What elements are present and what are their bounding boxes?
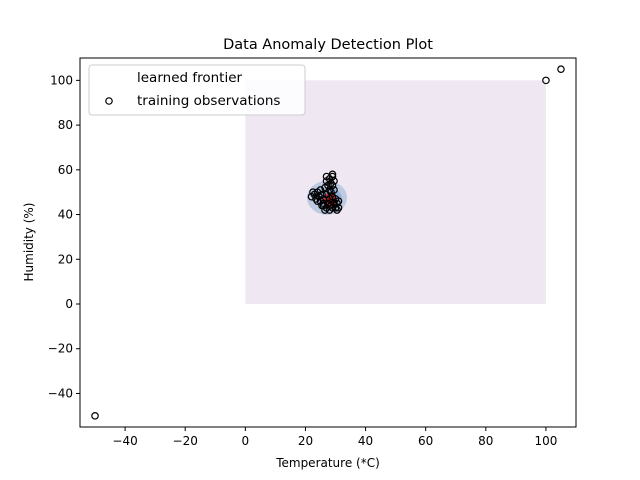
training-observation-point bbox=[327, 179, 335, 188]
plot-area bbox=[91, 65, 565, 420]
x-axis-ticks: −40 −20 0 20 40 60 80 100 bbox=[112, 427, 557, 448]
y-tick-label: 20 bbox=[58, 252, 73, 266]
x-tick-label: 20 bbox=[298, 434, 313, 448]
y-tick-label: 100 bbox=[50, 73, 73, 87]
training-observation-point bbox=[318, 201, 326, 210]
legend-label-frontier: learned frontier bbox=[137, 70, 243, 86]
y-tick-label: 80 bbox=[58, 118, 73, 132]
y-tick-label: −40 bbox=[48, 386, 73, 400]
training-observation-point bbox=[328, 204, 337, 212]
training-observation-point bbox=[330, 199, 338, 208]
training-observation-point bbox=[313, 197, 322, 205]
chart-title: Data Anomaly Detection Plot bbox=[223, 37, 433, 53]
training-observation-point bbox=[91, 412, 99, 420]
legend-box bbox=[88, 64, 306, 116]
training-observation-point bbox=[318, 190, 326, 199]
frontier-region bbox=[245, 80, 546, 304]
training-observation-point bbox=[328, 170, 337, 179]
training-observation-point bbox=[328, 172, 337, 181]
training-observation-point bbox=[330, 186, 338, 194]
training-observation-point bbox=[334, 197, 343, 205]
y-tick-label: 0 bbox=[65, 297, 73, 311]
x-tick-label: 0 bbox=[242, 434, 250, 448]
x-tick-label: 60 bbox=[418, 434, 433, 448]
y-axis-ticks: −40 −20 0 20 40 60 80 100 bbox=[48, 73, 80, 400]
y-tick-label: 40 bbox=[58, 208, 73, 222]
training-observation-point bbox=[542, 76, 550, 85]
x-tick-label: 100 bbox=[534, 434, 557, 448]
axes-frame bbox=[79, 57, 577, 428]
x-tick-label: −20 bbox=[173, 434, 198, 448]
x-tick-label: 40 bbox=[358, 434, 373, 448]
x-tick-label: −40 bbox=[112, 434, 137, 448]
y-tick-label: −20 bbox=[48, 342, 73, 356]
legend-label-training: training observations bbox=[137, 93, 280, 109]
x-tick-label: 80 bbox=[478, 434, 493, 448]
training-observation-point bbox=[325, 186, 334, 194]
y-tick-label: 60 bbox=[58, 163, 73, 177]
legend-marker-training bbox=[105, 97, 113, 105]
y-axis-label: Humidity (%) bbox=[22, 203, 36, 282]
training-observation-point bbox=[333, 206, 341, 214]
x-axis-label: Temperature (*C) bbox=[275, 456, 380, 470]
training-observation-point bbox=[557, 65, 565, 73]
legend: learned frontier training observations bbox=[88, 64, 306, 116]
training-observation-point bbox=[316, 186, 325, 194]
